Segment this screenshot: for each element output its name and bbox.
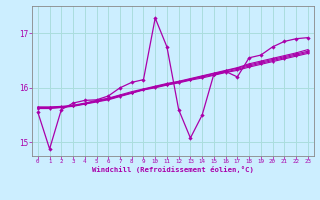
X-axis label: Windchill (Refroidissement éolien,°C): Windchill (Refroidissement éolien,°C) <box>92 166 254 173</box>
